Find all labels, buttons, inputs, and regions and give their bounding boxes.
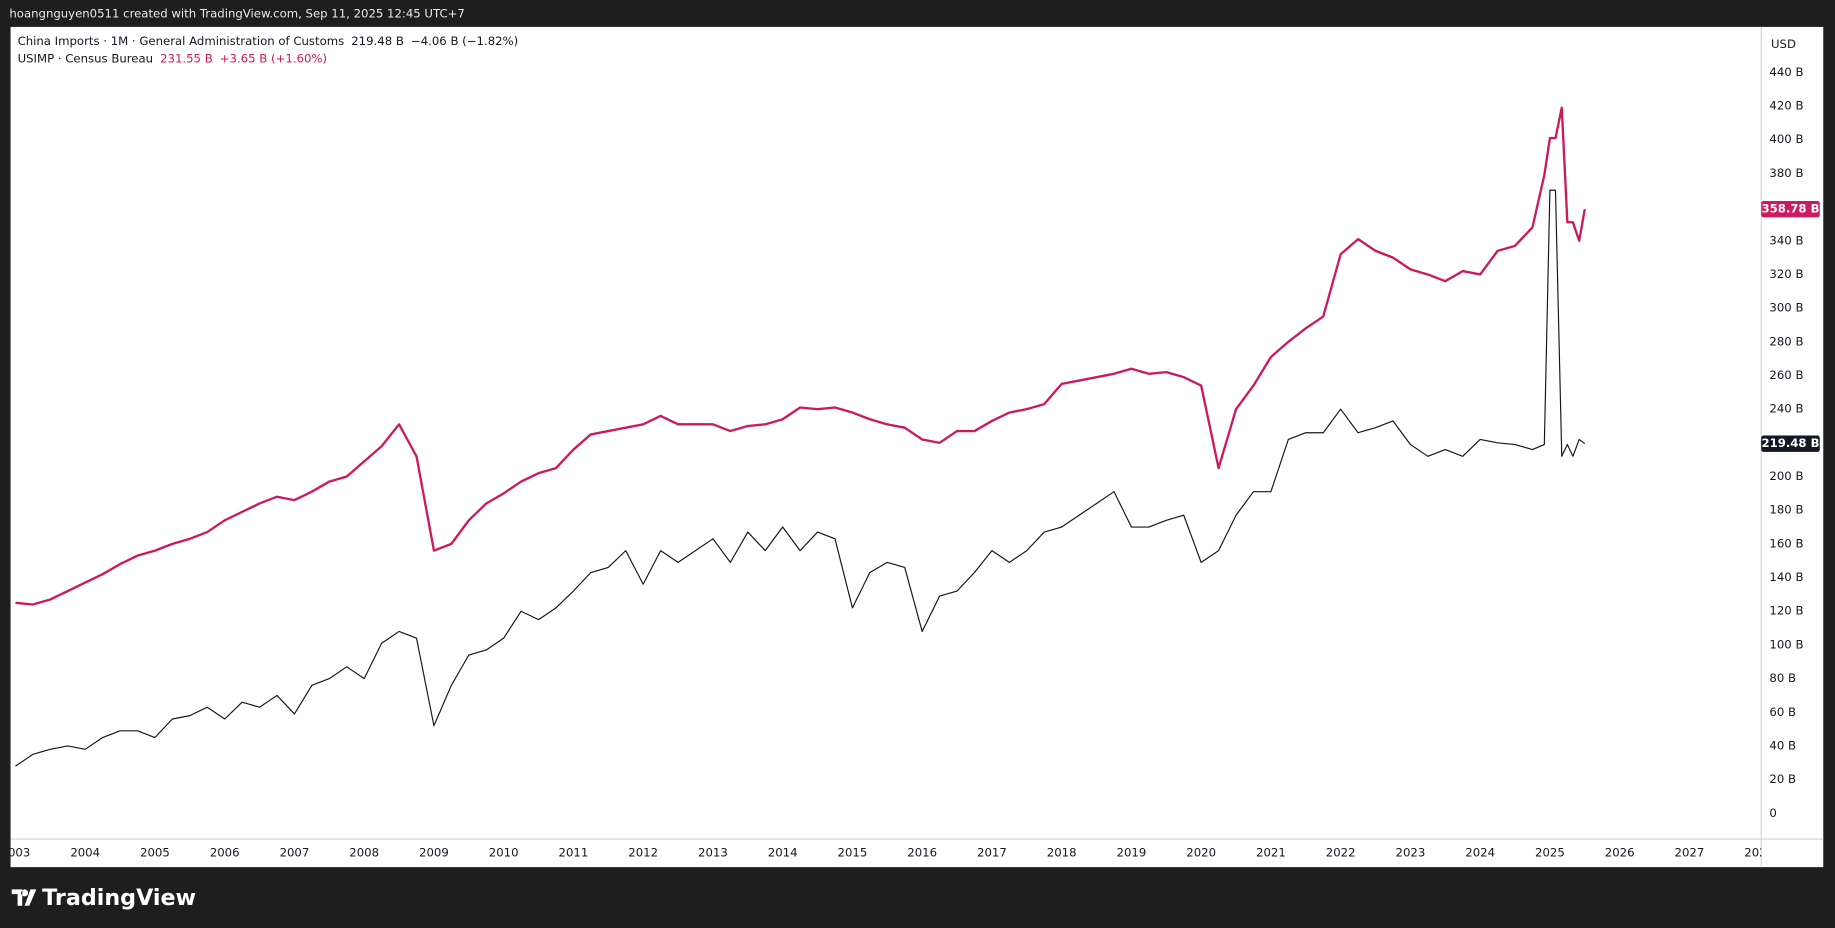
legend-us: USIMP · Census Bureau 231.55 B +3.65 B (+1… [18,51,327,65]
x-tick-label: 2027 [1675,846,1705,860]
x-tick-label: 2028 [1744,846,1774,860]
y-tick-label: 320 B [1769,267,1803,281]
x-tick-label: 2026 [1605,846,1635,860]
y-tick-label: 140 B [1769,570,1803,584]
x-tick-label: 2013 [698,846,728,860]
x-tick-label: 2016 [907,846,937,860]
x-tick-label: 2022 [1326,846,1356,860]
y-tick-label: 200 B [1769,469,1803,483]
header: hoangnguyen0511 created with TradingView… [9,7,464,21]
y-tick-label: 440 B [1769,65,1803,79]
chart-area [10,26,1824,868]
x-tick-label: 2004 [70,846,100,860]
y-tick-label: 180 B [1769,503,1803,517]
y-axis: 0 20 B 40 B 60 B 80 B 100 B 120 B 140 B 160 B 180… [1761,65,1820,820]
x-tick-label: 2003 [1,846,31,860]
currency: USD [1771,37,1796,51]
series-line [15,189,1586,767]
y-tick-label: 420 B [1769,99,1803,113]
last-value-label: 358.78 B [1761,202,1819,216]
y-tick-label: 160 B [1769,536,1803,550]
y-tick-label: 240 B [1769,402,1803,416]
x-tick-label: 2019 [1117,846,1147,860]
last-value-label: 219.48 B [1761,436,1819,450]
y-tick-label: 380 B [1769,166,1803,180]
y-tick-label: 260 B [1769,368,1803,382]
x-tick-label: 2020 [1186,846,1216,860]
y-tick-label: 60 B [1769,705,1796,719]
y-tick-label: 20 B [1769,772,1796,786]
x-tick-label: 2006 [210,846,240,860]
series-line [15,106,1586,606]
y-tick-label: 80 B [1769,671,1796,685]
x-tick-label: 2009 [419,846,449,860]
logo: TradingView [11,885,196,911]
x-tick-label: 2021 [1256,846,1286,860]
last-value-badge [1761,200,1820,218]
legend-china: China Imports · 1M · General Administrat… [18,33,519,47]
plot [15,106,1586,767]
logo-mark [11,889,37,906]
x-tick-label: 2011 [559,846,589,860]
legend-name: China Imports · 1M · General Administrat… [18,33,345,47]
y-tick-label: 280 B [1769,334,1803,348]
y-tick-label: 0 [1769,806,1776,820]
y-tick-label: 340 B [1769,233,1803,247]
x-axis: 2003 2004 2005 2006 2007 2008 2009 2010 2011 2012… [1,846,1774,860]
legend-value: 231.55 B [160,51,213,65]
last-value-badge [1761,435,1820,452]
y-tick-label: 40 B [1769,738,1796,752]
legend-value: 219.48 B [351,33,404,47]
x-tick-label: 2008 [349,846,379,860]
brand: TradingView [42,885,196,911]
x-tick-label: 2018 [1047,846,1077,860]
x-tick-label: 2010 [489,846,519,860]
legend-change: +3.65 B (+1.60%) [220,51,327,65]
x-tick-label: 2024 [1465,846,1495,860]
y-tick-label: 300 B [1769,301,1803,315]
x-tick-label: 2025 [1535,846,1565,860]
y-tick-label: 120 B [1769,604,1803,618]
y-tick-label: 100 B [1769,637,1803,651]
x-tick-label: 2015 [838,846,868,860]
y-tick-label: 400 B [1769,132,1803,146]
x-tick-label: 2005 [140,846,170,860]
x-tick-label: 2014 [768,846,798,860]
legend-change: −4.06 B (−1.82%) [411,33,518,47]
x-tick-label: 2007 [280,846,310,860]
x-tick-label: 2012 [628,846,658,860]
legend-name: USIMP · Census Bureau [18,51,154,65]
x-tick-label: 2017 [977,846,1007,860]
x-tick-label: 2023 [1396,846,1426,860]
